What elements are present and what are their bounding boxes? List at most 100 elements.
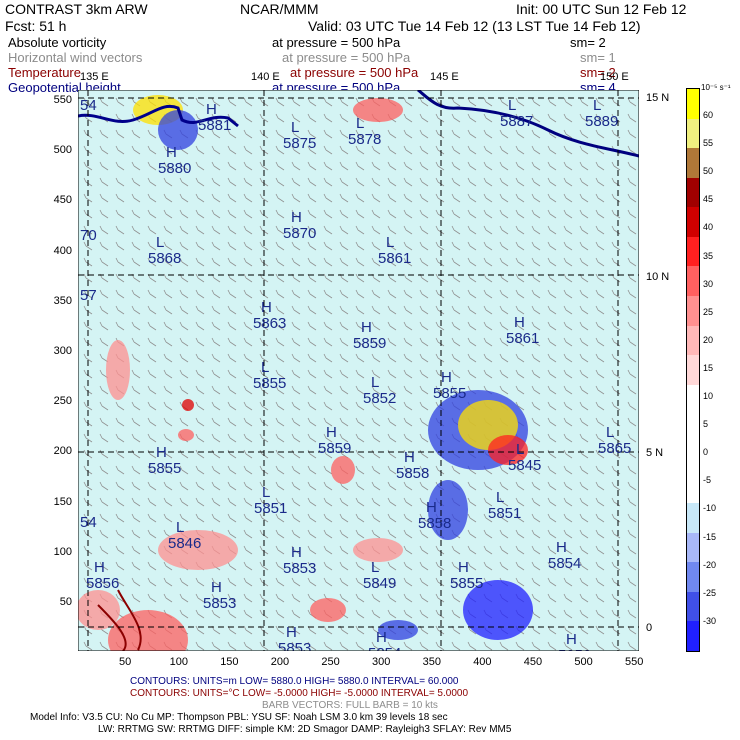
wind-barb bbox=[131, 129, 141, 139]
wind-barb bbox=[419, 337, 429, 347]
wind-barb bbox=[227, 289, 237, 299]
wind-barb bbox=[547, 305, 557, 315]
wind-barb bbox=[243, 241, 253, 251]
wind-barb bbox=[115, 193, 125, 203]
wind-barb bbox=[563, 497, 573, 507]
wind-barb bbox=[531, 305, 541, 315]
wind-barb bbox=[131, 529, 141, 539]
wind-barb bbox=[595, 609, 605, 619]
wind-barb bbox=[275, 625, 285, 635]
wind-barb bbox=[403, 449, 413, 459]
wind-barb bbox=[387, 433, 397, 443]
wind-barb bbox=[243, 177, 253, 187]
wind-barb bbox=[403, 545, 413, 555]
wind-barb bbox=[275, 449, 285, 459]
wind-barb bbox=[627, 529, 637, 539]
wind-barb bbox=[499, 305, 509, 315]
wind-barb bbox=[83, 129, 93, 139]
wind-barb bbox=[291, 97, 301, 107]
wind-barb bbox=[323, 545, 333, 555]
wind-barb bbox=[339, 209, 349, 219]
field-name: Absolute vorticity bbox=[8, 35, 107, 50]
wind-barb bbox=[259, 225, 269, 235]
wind-barb bbox=[243, 433, 253, 443]
wind-barb bbox=[403, 97, 413, 107]
wind-barb bbox=[131, 305, 141, 315]
wind-barb bbox=[147, 465, 157, 475]
footer-contours-temp: CONTOURS: UNITS=°C LOW= -5.0000 HIGH= -5… bbox=[130, 688, 469, 699]
colorbar-label: -20 bbox=[703, 559, 717, 570]
wind-barb bbox=[163, 593, 173, 603]
colorbar-label: 40 bbox=[703, 222, 714, 233]
wind-barb bbox=[275, 609, 285, 619]
wind-barb bbox=[195, 481, 205, 491]
wind-barb bbox=[243, 289, 253, 299]
wind-barb bbox=[467, 337, 477, 347]
wind-barb bbox=[595, 209, 605, 219]
wind-barb bbox=[515, 97, 525, 107]
wind-barb bbox=[403, 353, 413, 363]
wind-barb bbox=[579, 401, 589, 411]
colorbar-swatch bbox=[687, 532, 699, 563]
wind-barb bbox=[483, 353, 493, 363]
edge-contour-label: 57 bbox=[80, 287, 97, 304]
wind-barb bbox=[595, 369, 605, 379]
wind-barb bbox=[515, 513, 525, 523]
wind-barb bbox=[515, 193, 525, 203]
wind-barb bbox=[243, 625, 253, 635]
wind-barb bbox=[275, 497, 285, 507]
wind-barb bbox=[371, 193, 381, 203]
wind-barb bbox=[227, 209, 237, 219]
wind-barb bbox=[195, 289, 205, 299]
wind-barb bbox=[467, 177, 477, 187]
wind-barb bbox=[627, 433, 637, 443]
wind-barb bbox=[83, 241, 93, 251]
wind-barb bbox=[339, 321, 349, 331]
wind-barb bbox=[131, 561, 141, 571]
wind-barb bbox=[531, 241, 541, 251]
wind-barb bbox=[179, 161, 189, 171]
wind-barb bbox=[323, 257, 333, 267]
height-center-type: H bbox=[211, 579, 222, 596]
wind-barb bbox=[579, 353, 589, 363]
wind-barb bbox=[99, 257, 109, 267]
wind-barb bbox=[371, 497, 381, 507]
wind-barb bbox=[387, 513, 397, 523]
wind-barb bbox=[323, 273, 333, 283]
wind-barb bbox=[531, 385, 541, 395]
height-center-value: 5846 bbox=[168, 535, 201, 552]
wind-barb bbox=[355, 129, 365, 139]
wind-barb bbox=[595, 529, 605, 539]
wind-barb bbox=[259, 113, 269, 123]
wind-barb bbox=[259, 417, 269, 427]
wind-barb bbox=[99, 177, 109, 187]
wind-barb bbox=[387, 497, 397, 507]
wind-barb bbox=[179, 209, 189, 219]
wind-barb bbox=[291, 129, 301, 139]
wind-barb bbox=[499, 465, 509, 475]
wind-barb bbox=[195, 337, 205, 347]
wind-barb bbox=[611, 209, 621, 219]
wind-barb bbox=[131, 289, 141, 299]
wind-barb bbox=[515, 273, 525, 283]
wind-barb bbox=[419, 465, 429, 475]
wind-barb bbox=[499, 561, 509, 571]
wind-barb bbox=[211, 225, 221, 235]
colorbar-swatch bbox=[687, 207, 699, 237]
height-center-type: H bbox=[458, 559, 469, 576]
wind-barb bbox=[563, 145, 573, 155]
height-center-value: 5889 bbox=[585, 113, 618, 130]
wind-barb bbox=[515, 257, 525, 267]
wind-barb bbox=[259, 401, 269, 411]
wind-barb bbox=[227, 481, 237, 491]
wind-barb bbox=[403, 209, 413, 219]
wind-barb bbox=[275, 481, 285, 491]
wind-barb bbox=[403, 641, 413, 651]
height-center-type: H bbox=[166, 144, 177, 161]
colorbar-swatch bbox=[687, 503, 699, 533]
wind-barb bbox=[227, 513, 237, 523]
height-center-type: L bbox=[386, 234, 394, 251]
height-center-type: L bbox=[176, 519, 184, 536]
wind-barb bbox=[595, 113, 605, 123]
wind-barb bbox=[371, 161, 381, 171]
